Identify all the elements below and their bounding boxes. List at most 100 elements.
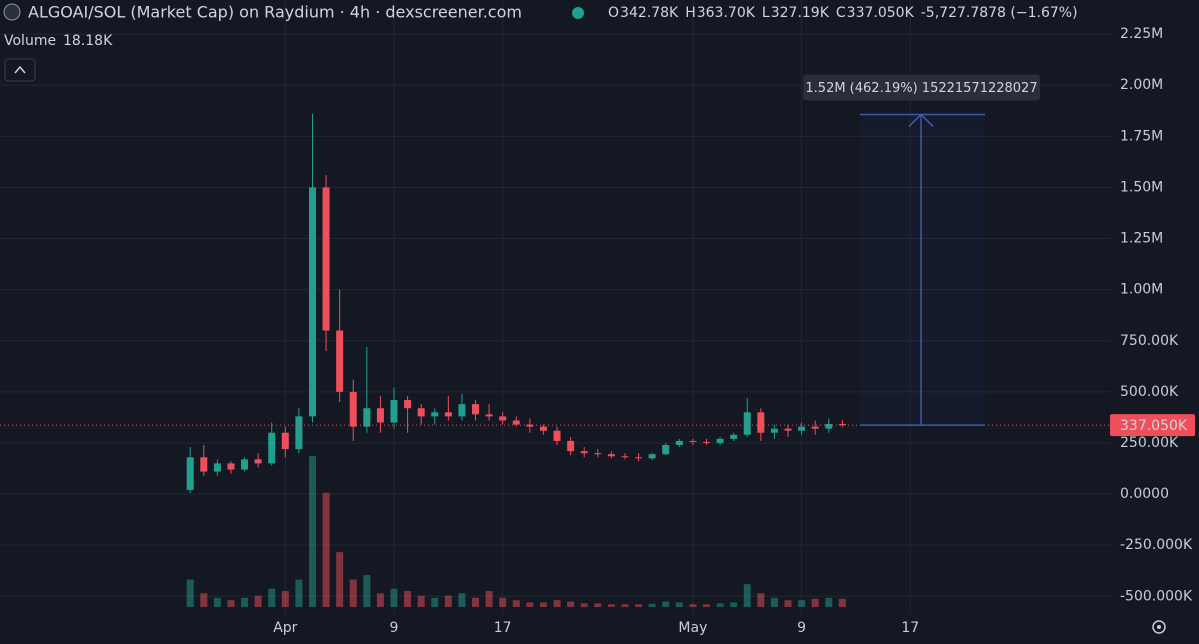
candle-body — [458, 404, 466, 417]
y-tick-label: 2.00M — [1120, 77, 1163, 93]
candle-body — [607, 454, 615, 457]
candle-body — [716, 438, 724, 443]
ohlc-key: O — [608, 5, 619, 21]
candle-body — [635, 457, 643, 459]
candle-body — [675, 440, 683, 446]
candle-body — [702, 441, 710, 443]
volume-bar — [594, 603, 602, 607]
volume-bar — [349, 579, 357, 607]
candle-body — [200, 457, 208, 472]
ohlc-key: L — [762, 5, 770, 21]
measure-area — [860, 114, 985, 426]
overlays: 337.050K 1.52M (462.19%) 15221571228027 — [0, 74, 1195, 437]
volume-bar — [281, 591, 289, 607]
last-price-box — [1110, 414, 1195, 437]
candle-body — [553, 430, 561, 441]
y-tick-label: 750.00K — [1120, 333, 1179, 349]
candle-body — [770, 428, 778, 433]
volume-bar — [784, 600, 792, 607]
volume-bar — [838, 598, 846, 607]
candles — [186, 113, 846, 494]
volume-bar — [567, 601, 575, 607]
ohlc-key: C — [836, 5, 846, 21]
candle-body — [757, 412, 765, 433]
volume-bar — [743, 584, 751, 607]
candle-body — [567, 440, 575, 452]
x-tick-label: 9 — [797, 620, 806, 636]
volume-bar — [404, 591, 412, 607]
volume-bar — [702, 604, 710, 607]
volume-bar — [553, 600, 561, 607]
candle-body — [281, 432, 289, 450]
volume-title: Volume — [4, 33, 56, 49]
volume-bar — [512, 600, 520, 607]
x-tick-label: May — [678, 620, 707, 636]
settings-button[interactable] — [1152, 620, 1166, 634]
volume-bar — [770, 597, 778, 607]
candle-body — [227, 463, 235, 470]
volume-bar — [308, 456, 316, 607]
candle-body — [268, 432, 276, 464]
volume-bar — [458, 593, 466, 607]
candle-body — [186, 457, 194, 490]
volume-bar — [580, 603, 588, 607]
y-tick-label: 1.50M — [1120, 179, 1163, 195]
candle-body — [431, 412, 439, 417]
ohlc-key: H — [685, 5, 696, 21]
candle-body — [376, 408, 384, 423]
volume-bar — [648, 603, 656, 607]
token-logo — [3, 3, 21, 21]
candle-body — [526, 424, 534, 427]
candle-body — [336, 330, 344, 392]
last-price-label: 337.050K — [1120, 418, 1188, 434]
candle-body — [404, 400, 412, 409]
measure-arrowhead — [908, 113, 934, 127]
ohlc-value: 327.19K — [771, 5, 830, 21]
ohlc-value: 363.70K — [697, 5, 756, 21]
x-tick-label: 9 — [390, 620, 399, 636]
x-tick-label: Apr — [273, 620, 297, 636]
collapse-button[interactable] — [4, 58, 36, 82]
y-tick-label: 2.25M — [1120, 26, 1163, 42]
measure-label-box — [803, 74, 1040, 101]
volume-bar — [621, 604, 629, 607]
volume-bar — [268, 588, 276, 607]
volume-bar — [186, 579, 194, 607]
candle-body — [662, 445, 670, 455]
y-tick-label: -500.000K — [1120, 588, 1193, 604]
candle-body — [390, 400, 398, 423]
candle-body — [798, 426, 806, 431]
volume-bar — [485, 591, 493, 607]
measure-label: 1.52M (462.19%) 15221571228027 — [805, 81, 1037, 96]
candle-body — [811, 426, 819, 429]
candle-body — [363, 408, 371, 427]
volume-last: 18.18K — [63, 33, 113, 49]
candle-body — [621, 456, 629, 458]
ohlc-value: 337.050K — [847, 5, 915, 21]
candle-body — [213, 463, 221, 472]
x-tick-label: 17 — [494, 620, 512, 636]
candle-body — [512, 420, 520, 425]
candle-body — [485, 414, 493, 417]
status-dot — [572, 7, 584, 19]
volume-bar — [689, 604, 697, 607]
volume-bar — [635, 604, 643, 607]
collapse-icon — [14, 65, 26, 74]
volume-bar — [499, 597, 507, 607]
volume-bar — [227, 600, 235, 607]
volume-bar — [607, 604, 615, 607]
x-tick-label: 17 — [901, 620, 919, 636]
candle-body — [322, 187, 330, 331]
volume-bar — [472, 597, 480, 607]
volume-bar — [811, 598, 819, 607]
volume-bar — [363, 575, 371, 607]
candle-body — [472, 404, 480, 415]
candle-body — [349, 391, 357, 427]
candle-body — [648, 454, 656, 459]
volume-bar — [295, 579, 303, 607]
volume-bar — [336, 552, 344, 607]
candle-body — [499, 416, 507, 421]
